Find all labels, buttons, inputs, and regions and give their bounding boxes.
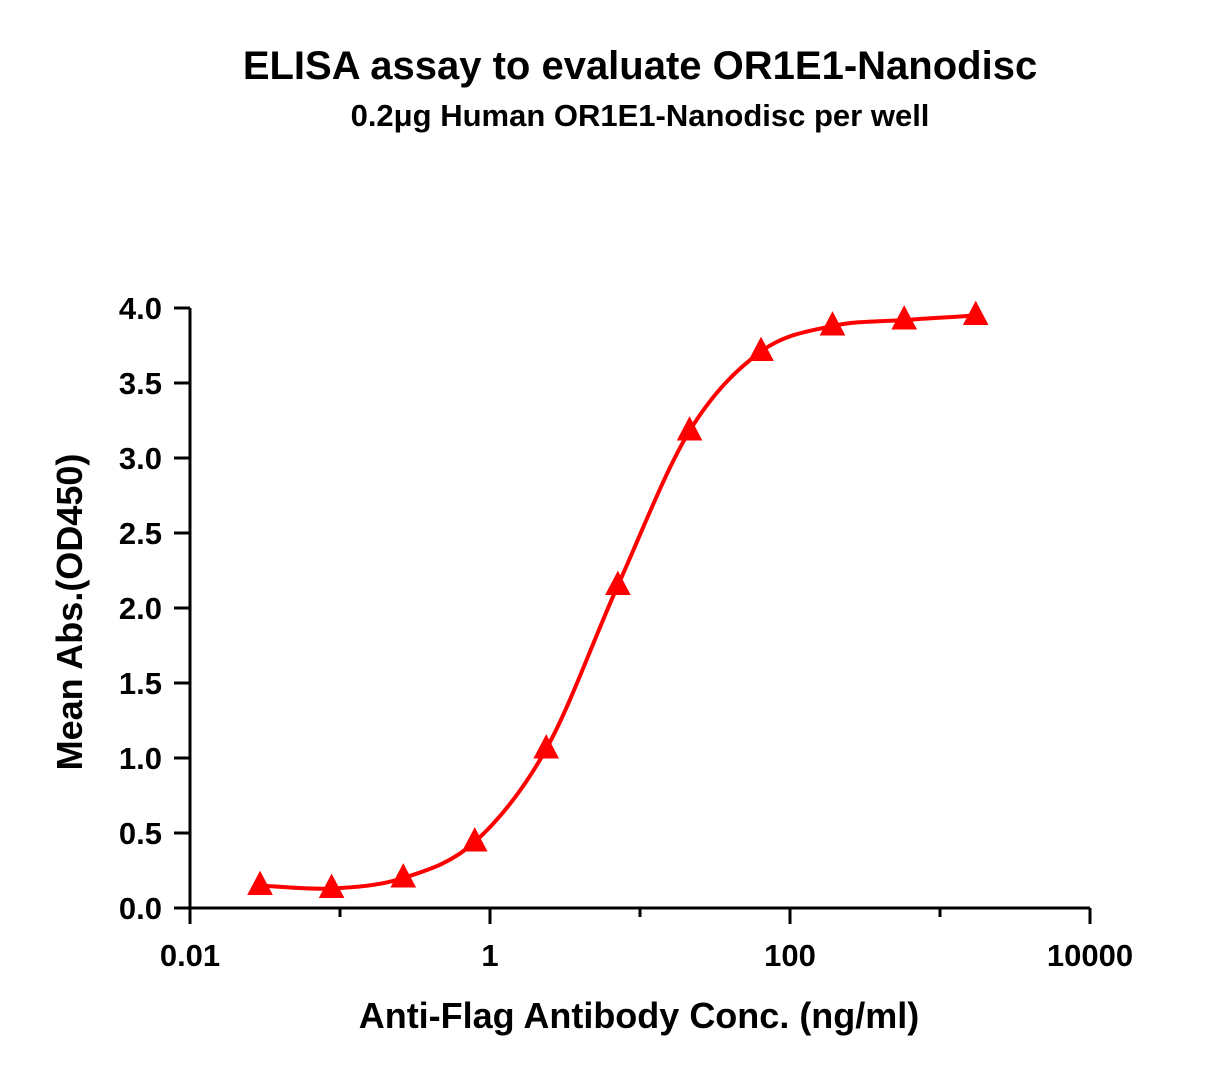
x-tick-label: 1 — [481, 938, 498, 973]
data-point-triangle — [247, 870, 273, 895]
chart-title: ELISA assay to evaluate OR1E1-Nanodisc — [242, 44, 1038, 88]
fit-curve-layer — [258, 313, 978, 891]
x-tick-label: 10000 — [1047, 938, 1133, 973]
y-tick-label: 4.0 — [119, 291, 162, 326]
y-tick-label: 1.5 — [119, 666, 162, 701]
data-point-triangle — [390, 863, 417, 888]
data-point-triangle — [533, 734, 560, 759]
x-tick-label: 100 — [764, 938, 816, 973]
data-point-triangle — [748, 336, 774, 361]
data-markers — [247, 300, 989, 898]
y-tick-label: 2.5 — [119, 516, 162, 551]
chart-subtitle: 0.2μg Human OR1E1-Nanodisc per well — [350, 98, 930, 133]
data-point-triangle — [605, 570, 631, 595]
axes — [174, 306, 1092, 924]
y-tick-label: 0.0 — [119, 891, 162, 926]
y-tick-label: 1.0 — [119, 741, 162, 776]
data-point-triangle — [891, 305, 918, 330]
data-point-triangle — [962, 300, 989, 325]
data-point-triangle — [819, 311, 846, 336]
y-tick-label: 3.5 — [119, 366, 162, 401]
x-axis-title: Anti-Flag Antibody Conc. (ng/ml) — [359, 995, 920, 1036]
data-point-triangle — [676, 416, 703, 441]
axis-labels: 0.0 0.5 1.0 1.5 2.0 2.5 3.0 3.5 4.0 0.01 1 100 10000… — [49, 291, 1133, 1036]
fit-curve — [258, 313, 978, 891]
x-tick-label: 0.01 — [160, 938, 220, 973]
data-point-triangle — [461, 827, 488, 852]
data-point-triangle — [318, 873, 345, 898]
y-tick-label: 3.0 — [119, 441, 162, 476]
y-tick-label: 2.0 — [119, 591, 162, 626]
y-tick-label: 0.5 — [119, 816, 162, 851]
y-axis-title: Mean Abs.(OD450) — [49, 454, 90, 771]
